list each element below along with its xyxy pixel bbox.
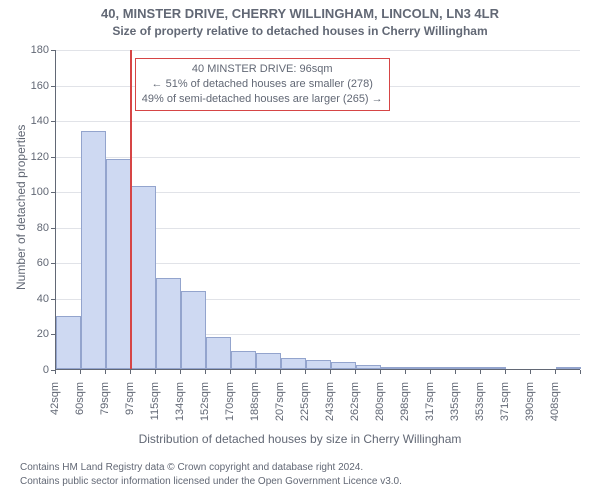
histogram-bar: [356, 365, 381, 369]
histogram-bar: [206, 337, 231, 369]
x-tick-mark: [155, 370, 156, 374]
histogram-bar: [281, 358, 306, 369]
x-tick-label: 134sqm: [174, 376, 186, 421]
y-tick: 120: [31, 151, 55, 163]
x-tick-label: 280sqm: [374, 376, 386, 421]
x-tick-mark: [280, 370, 281, 374]
x-tick-label: 408sqm: [549, 376, 561, 421]
histogram-bar: [231, 351, 256, 369]
x-tick-label: 317sqm: [424, 376, 436, 421]
y-tick: 180: [31, 44, 55, 56]
histogram-bar: [81, 131, 106, 369]
x-tick-mark: [555, 370, 556, 374]
x-tick-label: 335sqm: [449, 376, 461, 421]
x-tick-mark: [330, 370, 331, 374]
callout-line: 49% of semi-detached houses are larger (…: [142, 92, 383, 107]
y-tick: 0: [43, 364, 55, 376]
attribution-line-1: Contains HM Land Registry data © Crown c…: [20, 461, 402, 475]
x-tick-mark: [355, 370, 356, 374]
x-tick-mark: [580, 370, 581, 374]
x-tick-label: 42sqm: [49, 376, 61, 415]
plot-area: 40 MINSTER DRIVE: 96sqm← 51% of detached…: [55, 50, 580, 370]
x-tick-label: 243sqm: [324, 376, 336, 421]
histogram-bar: [456, 367, 481, 369]
y-tick: 40: [37, 293, 55, 305]
y-tick: 160: [31, 80, 55, 92]
attribution-footer: Contains HM Land Registry data © Crown c…: [20, 461, 402, 488]
x-axis-ticks: 42sqm60sqm79sqm97sqm115sqm134sqm152sqm17…: [55, 370, 580, 430]
x-tick-mark: [305, 370, 306, 374]
x-tick-mark: [80, 370, 81, 374]
x-tick-mark: [180, 370, 181, 374]
x-tick-label: 97sqm: [124, 376, 136, 415]
x-tick-mark: [405, 370, 406, 374]
x-tick-label: 262sqm: [349, 376, 361, 421]
x-tick-mark: [255, 370, 256, 374]
histogram-bar: [131, 186, 156, 369]
gridline: [56, 121, 580, 122]
histogram-bar: [256, 353, 281, 369]
x-tick-label: 390sqm: [524, 376, 536, 421]
x-tick-label: 371sqm: [499, 376, 511, 421]
y-tick: 80: [37, 222, 55, 234]
x-tick-label: 115sqm: [149, 376, 161, 420]
histogram-bar: [331, 362, 356, 369]
x-tick-mark: [130, 370, 131, 374]
callout-line: ← 51% of detached houses are smaller (27…: [142, 77, 383, 92]
x-tick-mark: [205, 370, 206, 374]
y-tick: 140: [31, 115, 55, 127]
x-tick-label: 298sqm: [399, 376, 411, 421]
property-callout: 40 MINSTER DRIVE: 96sqm← 51% of detached…: [135, 58, 390, 111]
x-axis-label: Distribution of detached houses by size …: [0, 432, 600, 446]
x-tick-mark: [455, 370, 456, 374]
histogram-bar: [381, 367, 406, 369]
y-tick: 100: [31, 186, 55, 198]
histogram-bar: [431, 367, 456, 369]
y-tick: 60: [37, 257, 55, 269]
histogram-bar: [556, 367, 581, 369]
histogram-bar: [56, 316, 81, 369]
x-tick-label: 207sqm: [274, 376, 286, 421]
chart-title-address: 40, MINSTER DRIVE, CHERRY WILLINGHAM, LI…: [0, 6, 600, 21]
histogram-bar: [156, 278, 181, 369]
histogram-bar: [406, 367, 431, 369]
x-tick-mark: [230, 370, 231, 374]
property-marker-line: [130, 50, 132, 369]
x-tick-label: 60sqm: [74, 376, 86, 415]
gridline: [56, 50, 580, 51]
x-tick-mark: [530, 370, 531, 374]
callout-line: 40 MINSTER DRIVE: 96sqm: [142, 62, 383, 77]
x-tick-label: 152sqm: [199, 376, 211, 421]
x-tick-mark: [505, 370, 506, 374]
x-tick-label: 170sqm: [224, 376, 236, 421]
x-tick-label: 188sqm: [249, 376, 261, 421]
attribution-line-2: Contains public sector information licen…: [20, 475, 402, 489]
x-tick-mark: [480, 370, 481, 374]
gridline: [56, 157, 580, 158]
y-tick: 20: [37, 328, 55, 340]
histogram-bar: [181, 291, 206, 369]
histogram-bar: [481, 367, 506, 369]
x-tick-mark: [430, 370, 431, 374]
x-tick-label: 79sqm: [99, 376, 111, 415]
x-tick-label: 225sqm: [299, 376, 311, 421]
x-tick-mark: [105, 370, 106, 374]
x-tick-label: 353sqm: [474, 376, 486, 421]
y-axis-ticks: 020406080100120140160180: [0, 50, 55, 370]
chart-title-desc: Size of property relative to detached ho…: [0, 24, 600, 38]
histogram-bar: [306, 360, 331, 369]
x-tick-mark: [380, 370, 381, 374]
x-tick-mark: [55, 370, 56, 374]
histogram-bar: [106, 159, 131, 369]
